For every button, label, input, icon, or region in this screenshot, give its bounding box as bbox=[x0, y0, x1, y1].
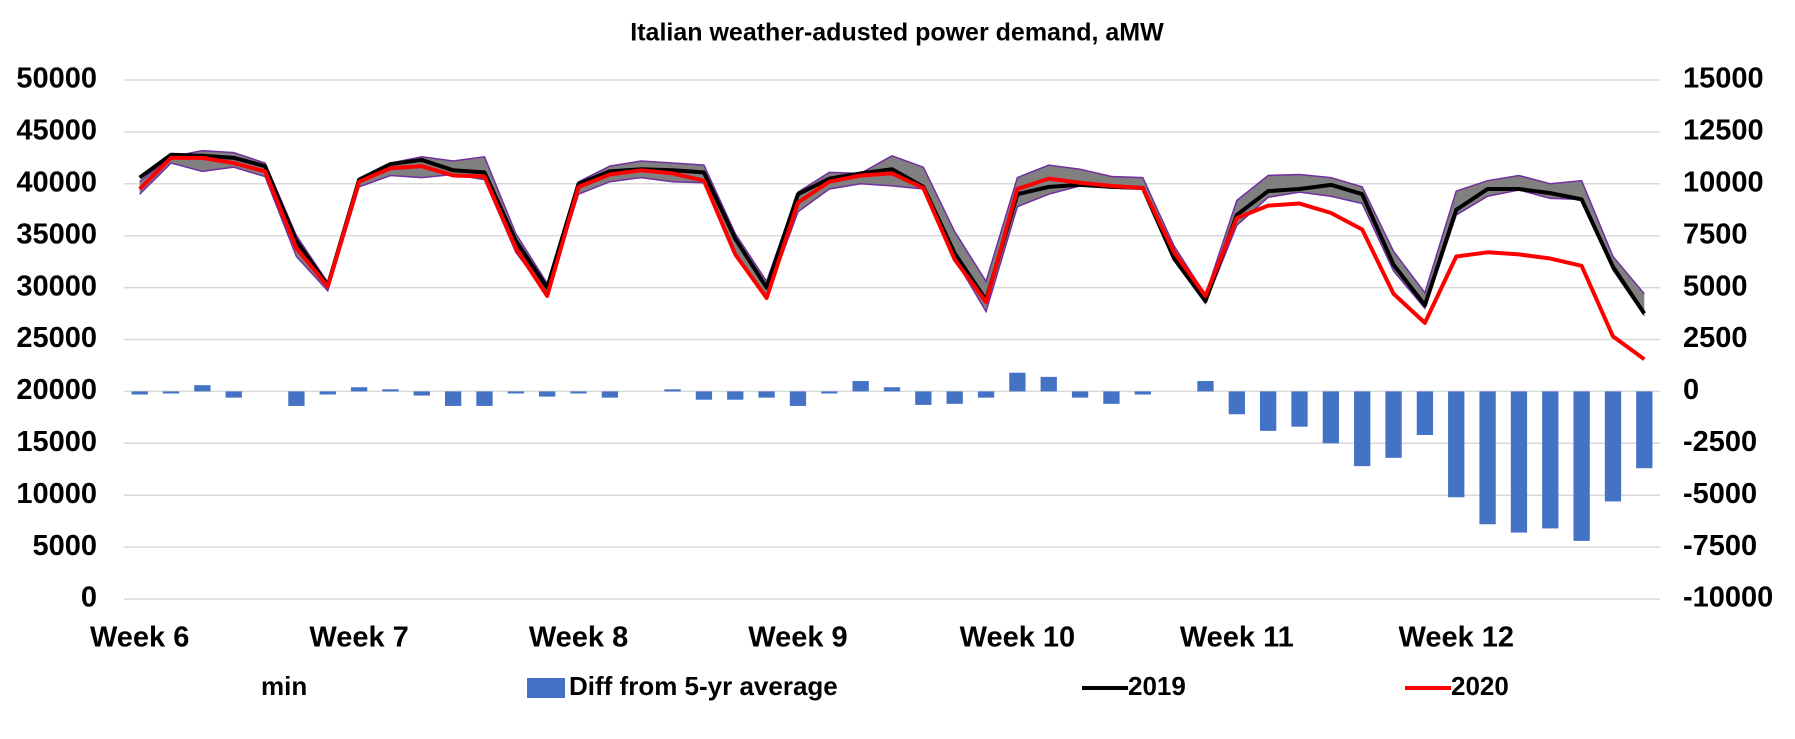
y-tick-label: 50000 bbox=[16, 63, 97, 95]
y2-tick-label: 5000 bbox=[1683, 270, 1748, 302]
legend-swatch bbox=[527, 678, 565, 698]
bar bbox=[1636, 391, 1653, 469]
y-tick-label: 10000 bbox=[16, 478, 97, 510]
chart-title: Italian weather-adusted power demand, aM… bbox=[630, 19, 1164, 47]
x-tick-label: Week 8 bbox=[529, 622, 628, 654]
bar bbox=[789, 391, 807, 406]
bar bbox=[1479, 391, 1496, 525]
y2-tick-label: 0 bbox=[1683, 374, 1699, 406]
bar bbox=[1385, 391, 1402, 458]
bar bbox=[1322, 391, 1340, 444]
bar bbox=[977, 391, 995, 398]
x-tick-label: Week 10 bbox=[960, 622, 1076, 654]
bar bbox=[1448, 391, 1465, 498]
legend-label: 2019 bbox=[1128, 671, 1186, 701]
y-tick-label: 15000 bbox=[16, 426, 97, 458]
y2-tick-label: -10000 bbox=[1683, 582, 1773, 614]
y2-tick-label: -5000 bbox=[1683, 478, 1757, 510]
y-tick-label: 35000 bbox=[16, 218, 97, 250]
bar bbox=[1009, 372, 1026, 392]
bar bbox=[382, 389, 399, 392]
bar bbox=[507, 391, 524, 394]
bar bbox=[1354, 391, 1371, 467]
bar bbox=[1416, 391, 1434, 435]
bar bbox=[288, 391, 305, 406]
y-tick-label: 5000 bbox=[32, 530, 97, 562]
legend-label: 2020 bbox=[1451, 671, 1509, 701]
y-tick-label: 0 bbox=[81, 582, 97, 614]
x-tick-label: Week 6 bbox=[90, 622, 189, 654]
bar bbox=[821, 391, 838, 394]
bar bbox=[601, 391, 619, 398]
bar bbox=[758, 391, 775, 398]
bar bbox=[664, 389, 681, 392]
y2-tick-label: 7500 bbox=[1683, 218, 1748, 250]
y-tick-label: 45000 bbox=[16, 115, 97, 147]
bar bbox=[570, 391, 587, 394]
min-line bbox=[139, 162, 1645, 317]
y2-tick-label: -7500 bbox=[1683, 530, 1757, 562]
x-tick-label: Week 12 bbox=[1398, 622, 1514, 654]
y2-tick-label: 2500 bbox=[1683, 322, 1748, 354]
bar bbox=[539, 391, 556, 397]
bar bbox=[946, 391, 963, 404]
bar bbox=[476, 391, 493, 406]
y2-tick-label: 15000 bbox=[1683, 63, 1764, 95]
bar bbox=[1228, 391, 1245, 415]
bar bbox=[1103, 391, 1120, 404]
bar bbox=[695, 391, 713, 400]
bar bbox=[1291, 391, 1308, 427]
legend-label: Diff from 5-yr average bbox=[569, 671, 838, 701]
x-tick-label: Week 11 bbox=[1180, 622, 1294, 654]
bar bbox=[915, 391, 932, 405]
y2-tick-label: -2500 bbox=[1683, 426, 1757, 458]
legend-label: min bbox=[261, 671, 307, 701]
bar bbox=[194, 385, 211, 392]
x-tick-label: Week 9 bbox=[748, 622, 847, 654]
x-tick-label: Week 7 bbox=[309, 622, 408, 654]
y-tick-label: 30000 bbox=[16, 270, 97, 302]
bar bbox=[1260, 391, 1277, 431]
bar bbox=[883, 387, 901, 392]
bar bbox=[225, 391, 242, 398]
bar bbox=[1071, 391, 1089, 398]
bar bbox=[1510, 391, 1528, 533]
bar bbox=[319, 391, 336, 395]
y2-tick-label: 10000 bbox=[1683, 166, 1764, 198]
bar bbox=[1604, 391, 1622, 502]
y-tick-label: 25000 bbox=[16, 322, 97, 354]
y2-tick-label: 12500 bbox=[1683, 115, 1764, 147]
bar bbox=[131, 391, 148, 395]
bar bbox=[852, 381, 869, 392]
bar bbox=[1040, 376, 1057, 392]
line bbox=[138, 155, 1646, 361]
y-tick-label: 20000 bbox=[16, 374, 97, 406]
bar bbox=[727, 391, 744, 400]
bar bbox=[162, 391, 180, 394]
line bbox=[138, 152, 1646, 315]
bar bbox=[413, 391, 430, 396]
bar bbox=[1573, 391, 1590, 541]
bar bbox=[444, 391, 462, 406]
bar bbox=[350, 387, 368, 392]
y-tick-label: 40000 bbox=[16, 166, 97, 198]
bar bbox=[1134, 391, 1151, 395]
bar bbox=[1197, 381, 1214, 392]
bar bbox=[1542, 391, 1559, 529]
